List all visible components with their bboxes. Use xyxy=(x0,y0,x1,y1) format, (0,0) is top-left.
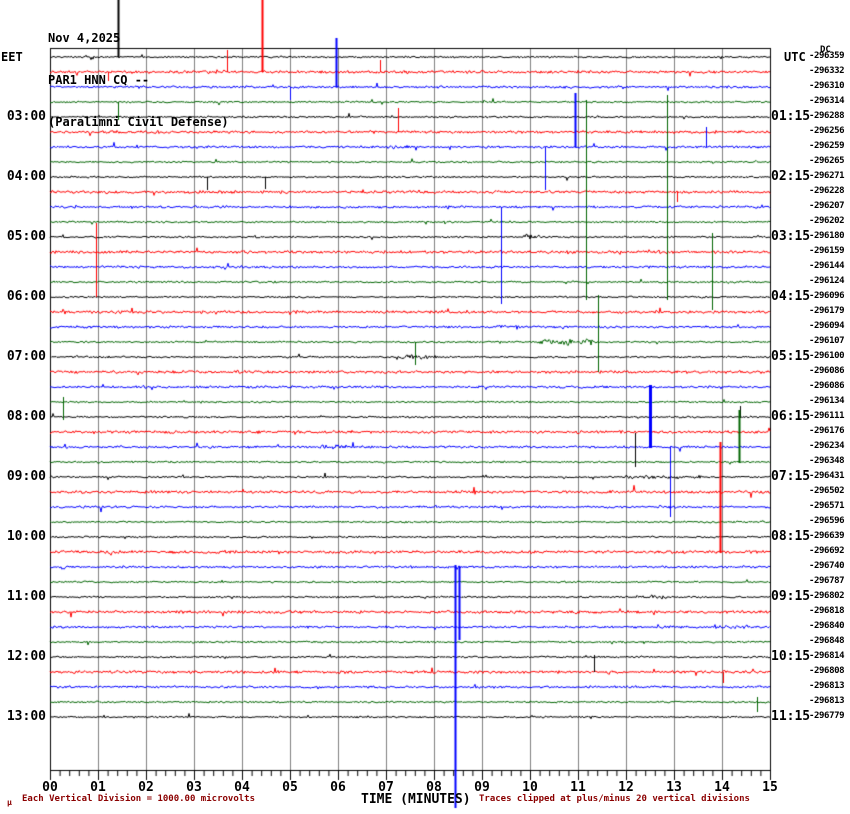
x-tick-label: 14 xyxy=(714,780,730,795)
right-time-label: 02:15 xyxy=(771,169,811,184)
dc-offset-value: -296179 xyxy=(809,306,845,316)
dc-offset-value: -296314 xyxy=(809,96,845,106)
right-time-label: 06:15 xyxy=(771,409,811,424)
left-time-label: 13:00 xyxy=(6,709,46,724)
dc-offset-value: -296228 xyxy=(809,186,845,196)
left-time-label: 10:00 xyxy=(6,529,46,544)
dc-offset-value: -296802 xyxy=(809,591,845,601)
x-tick-label: 15 xyxy=(762,780,778,795)
title-station: PAR1 HNN CQ -- xyxy=(48,73,150,87)
x-tick-label: 12 xyxy=(618,780,634,795)
dc-offset-value: -296259 xyxy=(809,141,845,151)
microvolt-symbol: µ xyxy=(7,798,12,807)
dc-offset-value: -296288 xyxy=(809,111,845,121)
dc-offset-value: -296256 xyxy=(809,126,845,136)
dc-offset-value: -296814 xyxy=(809,651,845,661)
dc-offset-value: -296159 xyxy=(809,246,845,256)
dc-offset-value: -296348 xyxy=(809,456,845,466)
plot-title: Nov 4,2025 PAR1 HNN CQ -- (Paralimni Civ… xyxy=(48,3,229,157)
dc-offset-value: -296840 xyxy=(809,621,845,631)
right-time-label: 03:15 xyxy=(771,229,811,244)
dc-offset-value: -296596 xyxy=(809,516,845,526)
dc-offset-value: -296310 xyxy=(809,81,845,91)
left-time-label: 09:00 xyxy=(6,469,46,484)
footer-clip-note: Traces clipped at plus/minus 20 vertical… xyxy=(479,794,750,804)
x-tick-label: 05 xyxy=(282,780,298,795)
x-tick-label: 13 xyxy=(666,780,682,795)
dc-offset-value: -296740 xyxy=(809,561,845,571)
dc-offset-value: -296808 xyxy=(809,666,845,676)
dc-offset-value: -296086 xyxy=(809,381,845,391)
dc-offset-value: -296086 xyxy=(809,366,845,376)
dc-offset-value: -296111 xyxy=(809,411,845,421)
dc-column-header: DC xyxy=(820,45,831,55)
title-date: Nov 4,2025 xyxy=(48,31,121,45)
x-tick-label: 10 xyxy=(522,780,538,795)
right-time-label: 04:15 xyxy=(771,289,811,304)
footer-scale-note: Each Vertical Division = 1000.00 microvo… xyxy=(22,794,255,804)
dc-offset-value: -296202 xyxy=(809,216,845,226)
dc-offset-value: -296096 xyxy=(809,291,845,301)
dc-offset-value: -296124 xyxy=(809,276,845,286)
dc-offset-value: -296134 xyxy=(809,396,845,406)
left-time-label: 05:00 xyxy=(6,229,46,244)
x-tick-label: 09 xyxy=(474,780,490,795)
dc-offset-value: -296813 xyxy=(809,681,845,691)
title-network: (Paralimni Civil Defense) xyxy=(48,115,229,129)
dc-offset-value: -296431 xyxy=(809,471,845,481)
left-axis-unit: EET xyxy=(1,50,23,64)
right-time-label: 05:15 xyxy=(771,349,811,364)
dc-offset-value: -296848 xyxy=(809,636,845,646)
dc-offset-value: -296094 xyxy=(809,321,845,331)
dc-offset-value: -296787 xyxy=(809,576,845,586)
dc-offset-value: -296144 xyxy=(809,261,845,271)
left-time-label: 03:00 xyxy=(6,109,46,124)
dc-offset-value: -296571 xyxy=(809,501,845,511)
dc-offset-value: -296100 xyxy=(809,351,845,361)
dc-offset-value: -296502 xyxy=(809,486,845,496)
x-tick-label: 07 xyxy=(378,780,394,795)
left-time-label: 06:00 xyxy=(6,289,46,304)
left-time-label: 11:00 xyxy=(6,589,46,604)
right-axis-unit: UTC xyxy=(784,50,806,64)
left-time-label: 12:00 xyxy=(6,649,46,664)
dc-offset-value: -296332 xyxy=(809,66,845,76)
left-time-label: 04:00 xyxy=(6,169,46,184)
dc-offset-value: -296207 xyxy=(809,201,845,211)
x-tick-label: 04 xyxy=(234,780,250,795)
dc-offset-value: -296359 xyxy=(809,51,845,61)
dc-offset-value: -296779 xyxy=(809,711,845,721)
dc-offset-value: -296271 xyxy=(809,171,845,181)
dc-offset-value: -296234 xyxy=(809,441,845,451)
dc-offset-value: -296813 xyxy=(809,696,845,706)
dc-offset-value: -296818 xyxy=(809,606,845,616)
left-time-label: 07:00 xyxy=(6,349,46,364)
x-tick-label: 01 xyxy=(90,780,106,795)
x-tick-label: 06 xyxy=(330,780,346,795)
right-time-label: 09:15 xyxy=(771,589,811,604)
dc-offset-value: -296180 xyxy=(809,231,845,241)
right-time-label: 08:15 xyxy=(771,529,811,544)
x-tick-label: 11 xyxy=(570,780,586,795)
x-tick-label: 00 xyxy=(42,780,58,795)
x-tick-label: 08 xyxy=(426,780,442,795)
right-time-label: 10:15 xyxy=(771,649,811,664)
x-tick-label: 03 xyxy=(186,780,202,795)
right-time-label: 11:15 xyxy=(771,709,811,724)
dc-offset-value: -296265 xyxy=(809,156,845,166)
dc-offset-value: -296692 xyxy=(809,546,845,556)
right-time-label: 07:15 xyxy=(771,469,811,484)
left-time-label: 08:00 xyxy=(6,409,46,424)
dc-offset-value: -296639 xyxy=(809,531,845,541)
dc-offset-value: -296176 xyxy=(809,426,845,436)
right-time-label: 01:15 xyxy=(771,109,811,124)
dc-offset-value: -296107 xyxy=(809,336,845,346)
x-tick-label: 02 xyxy=(138,780,154,795)
x-axis-title: TIME (MINUTES) xyxy=(361,792,471,807)
